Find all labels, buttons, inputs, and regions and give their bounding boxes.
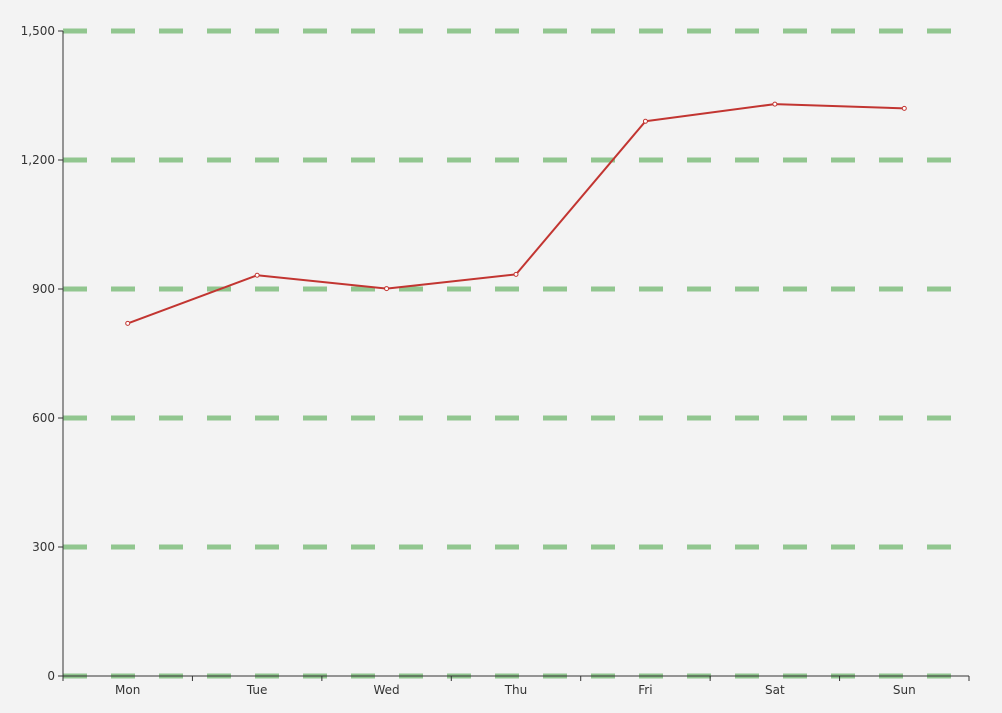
x-tick-label: Sat [765,683,785,697]
x-tick-label: Wed [373,683,399,697]
data-point[interactable] [254,272,260,278]
series-layer [125,101,907,326]
data-point[interactable] [772,101,778,107]
y-tick-label: 600 [32,411,55,425]
x-tick-label: Sun [893,683,916,697]
data-point[interactable] [125,320,131,326]
axes: 0 300 600 900 1,200 1,500 Mon Tue Wed Thu Fri Sat Su… [21,24,970,697]
data-point[interactable] [384,286,390,292]
x-tick-label: Mon [115,683,140,697]
data-point[interactable] [642,118,648,124]
data-point[interactable] [901,105,907,111]
y-tick-label: 900 [32,282,55,296]
y-tick-label: 300 [32,540,55,554]
y-tick-label: 0 [47,669,55,683]
y-tick-label: 1,500 [21,24,55,38]
x-tick-label: Fri [638,683,652,697]
x-tick-label: Thu [504,683,528,697]
y-tick-label: 1,200 [21,153,55,167]
data-point[interactable] [513,271,519,277]
x-tick-label: Tue [246,683,268,697]
